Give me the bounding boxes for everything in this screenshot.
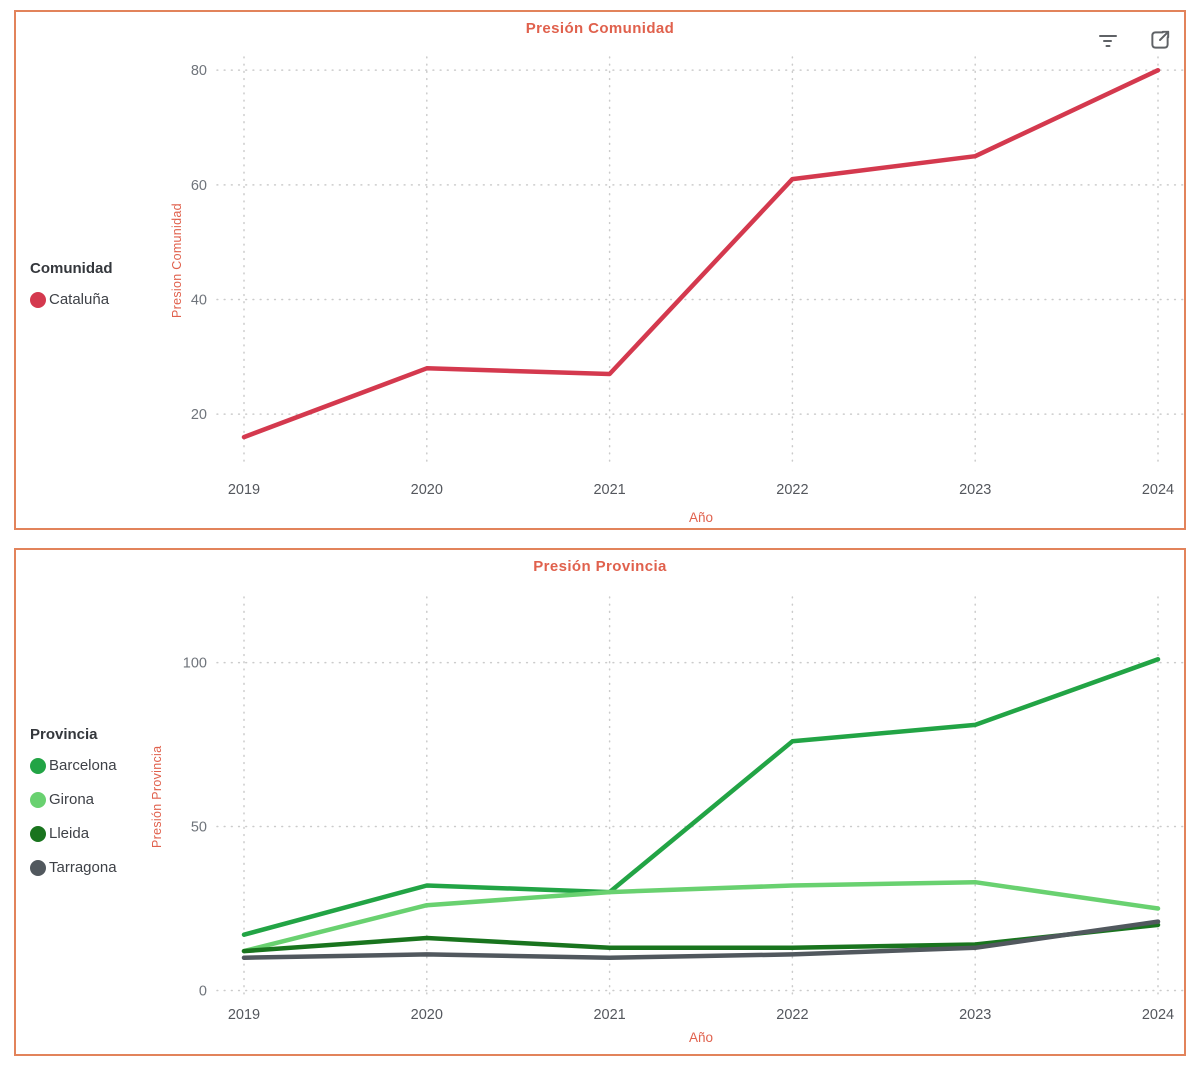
chart-title: Presión Provincia — [533, 558, 667, 575]
legend-label: Cataluña — [49, 291, 110, 308]
series-line-girona[interactable] — [241, 879, 1161, 954]
legend-dot — [30, 791, 46, 808]
x-tick-label: 2021 — [593, 482, 625, 498]
x-tick-label: 2020 — [411, 1007, 443, 1023]
y-tick-label: 100 — [183, 656, 207, 672]
chart-title: Presión Comunidad — [525, 20, 675, 37]
legend-item-lleida[interactable]: Lleida — [30, 825, 117, 842]
legend-label: Girona — [49, 791, 95, 808]
filter-icon[interactable] — [1096, 28, 1120, 52]
legend-dot — [30, 757, 46, 774]
visual-presion-comunidad: Presión Comunidad — [14, 10, 1186, 530]
legend-item-tarragona[interactable]: Tarragona — [30, 859, 117, 876]
visual-presion-provincia: Presión Provincia Provincia Barcelona Gi… — [14, 548, 1186, 1056]
legend-title: Provincia — [30, 726, 98, 743]
series-line-barcelona[interactable] — [241, 657, 1161, 937]
legend-dot — [30, 859, 46, 876]
x-tick-label: 2023 — [959, 482, 991, 498]
line-chart-comunidad[interactable]: 2019 2020 2021 2022 2023 2024 20 40 60 80 — [162, 56, 1188, 512]
line-chart-provincia[interactable]: 2019 2020 2021 2022 2023 2024 0 50 100 — [162, 596, 1188, 1052]
y-tick-label: 0 — [199, 983, 207, 999]
legend-dot — [30, 825, 46, 842]
x-axis-title: Año — [688, 1030, 714, 1045]
x-axis-title: Año — [688, 510, 714, 525]
x-tick-label: 2024 — [1142, 1007, 1174, 1023]
legend-title: Comunidad — [30, 260, 113, 277]
x-tick-label: 2023 — [959, 1007, 991, 1023]
x-tick-label: 2022 — [776, 1007, 808, 1023]
focus-mode-icon[interactable] — [1148, 28, 1172, 52]
legend: Comunidad Cataluña — [30, 260, 113, 325]
legend-label: Tarragona — [49, 859, 117, 876]
x-tick-label: 2019 — [228, 482, 260, 498]
x-tick-label: 2022 — [776, 482, 808, 498]
series-line-lleida[interactable] — [241, 922, 1161, 954]
legend-item-girona[interactable]: Girona — [30, 791, 117, 808]
y-tick-label: 60 — [191, 178, 207, 194]
legend: Provincia Barcelona Girona Lleida Tarrag… — [30, 726, 117, 893]
legend-item-cataluna[interactable]: Cataluña — [30, 291, 113, 308]
visual-header — [1096, 28, 1172, 52]
y-tick-label: 40 — [191, 292, 207, 308]
x-tick-label: 2019 — [228, 1007, 260, 1023]
y-tick-label: 80 — [191, 63, 207, 79]
legend-label: Barcelona — [49, 757, 117, 774]
legend-item-barcelona[interactable]: Barcelona — [30, 757, 117, 774]
y-tick-label: 20 — [191, 407, 207, 423]
x-tick-label: 2021 — [593, 1007, 625, 1023]
x-tick-label: 2020 — [411, 482, 443, 498]
series-line-catalun-a[interactable] — [241, 67, 1161, 440]
y-tick-label: 50 — [191, 820, 207, 836]
x-tick-label: 2024 — [1142, 482, 1174, 498]
legend-dot — [30, 291, 46, 308]
legend-label: Lleida — [49, 825, 90, 842]
series-line-tarragona[interactable] — [241, 919, 1161, 960]
